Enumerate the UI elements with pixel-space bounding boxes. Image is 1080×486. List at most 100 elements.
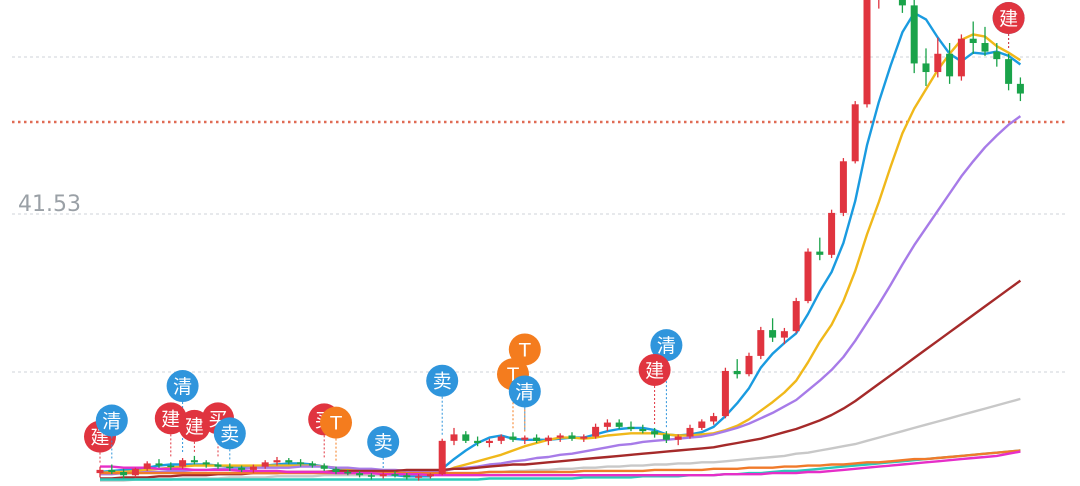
candle-59 [792, 297, 800, 334]
candle-25 [391, 470, 399, 478]
candle-52 [710, 412, 718, 425]
candle-body-60 [804, 251, 812, 302]
signal-label-6: 卖 [220, 423, 239, 445]
candle-65 [863, 0, 871, 108]
candle-body-2 [120, 472, 128, 476]
candle-body-32 [474, 440, 482, 443]
candle-body-63 [839, 161, 847, 213]
candle-4 [143, 461, 151, 471]
candle-33 [485, 438, 493, 448]
candle-29 [438, 438, 446, 476]
candle-body-27 [415, 476, 423, 478]
candle-21 [344, 469, 352, 476]
candle-15 [273, 456, 281, 466]
trade-signals: 建清清建建买卖买T卖卖TT清清建清建 [84, 2, 1025, 469]
candle-body-16 [285, 460, 293, 463]
candle-body-59 [792, 301, 800, 332]
moving-average-lines [99, 11, 1022, 482]
candle-body-29 [438, 440, 446, 475]
candle-body-26 [403, 475, 411, 478]
candle-37 [533, 434, 541, 443]
candle-body-70 [922, 63, 930, 73]
signal-marker-9: 卖 [367, 426, 400, 469]
candle-body-46 [639, 429, 647, 432]
candle-body-21 [344, 472, 352, 474]
candle-36 [521, 435, 529, 445]
candle-51 [698, 419, 706, 431]
candle-body-74 [969, 38, 977, 44]
candle-body-71 [934, 53, 942, 73]
candle-12 [238, 465, 246, 473]
candle-10 [214, 462, 222, 469]
candle-61 [816, 237, 824, 261]
candle-body-48 [662, 434, 670, 440]
candle-27 [415, 474, 423, 481]
candle-body-1 [108, 469, 116, 473]
candle-14 [261, 460, 269, 469]
candle-body-73 [957, 38, 965, 77]
candle-56 [757, 326, 765, 360]
candle-body-18 [308, 463, 316, 466]
candle-0 [96, 466, 104, 478]
candle-body-19 [320, 465, 328, 469]
candle-body-10 [214, 464, 222, 467]
candle-70 [922, 48, 930, 87]
candle-body-52 [710, 416, 718, 422]
candle-38 [544, 435, 552, 446]
candle-6 [167, 462, 175, 470]
candle-body-25 [391, 474, 399, 476]
candle-body-65 [863, 0, 871, 105]
candle-62 [828, 209, 836, 259]
candle-body-51 [698, 421, 706, 428]
candle-body-34 [497, 436, 505, 441]
ma-line-6 [100, 449, 1021, 475]
ma-line-3 [100, 279, 1022, 480]
candle-69 [910, 0, 918, 74]
signal-label-13: 清 [515, 381, 534, 403]
candle-49 [674, 434, 682, 446]
candle-body-28 [426, 474, 434, 477]
candle-body-17 [297, 462, 305, 464]
candle-body-54 [733, 370, 741, 375]
ma-line-0 [99, 11, 1022, 478]
candle-body-72 [946, 53, 954, 77]
candle-body-35 [509, 436, 517, 440]
signal-badge-17 [992, 2, 1025, 34]
candle-5 [155, 459, 163, 468]
ma-line-4 [100, 397, 1021, 482]
candle-body-49 [674, 436, 682, 440]
signal-marker-17: 建 [992, 2, 1025, 50]
signal-badge-8 [320, 406, 352, 439]
signal-badge-6 [213, 417, 246, 450]
signal-label-14: 清 [657, 335, 676, 357]
candle-body-78 [1016, 83, 1024, 94]
candle-17 [297, 459, 305, 467]
candle-76 [993, 43, 1001, 67]
candle-16 [285, 458, 293, 465]
candle-11 [226, 463, 234, 471]
signal-marker-14: 清 [650, 329, 683, 428]
candle-body-44 [615, 422, 623, 427]
signal-badge-13 [508, 375, 541, 408]
signal-marker-2: 清 [166, 370, 199, 455]
candle-body-6 [167, 465, 175, 468]
candle-73 [957, 34, 965, 81]
candle-47 [651, 427, 659, 438]
candles [96, 0, 1024, 481]
candle-26 [403, 473, 411, 480]
candle-body-37 [533, 437, 541, 441]
candle-54 [733, 359, 741, 379]
candle-body-20 [332, 468, 340, 473]
candle-body-4 [143, 463, 151, 469]
candle-8 [190, 455, 198, 465]
candle-body-62 [828, 212, 836, 255]
candle-71 [934, 37, 942, 78]
candle-58 [780, 327, 788, 345]
candle-body-24 [379, 474, 387, 477]
candle-66 [878, 0, 880, 9]
signal-label-8: T [329, 413, 342, 435]
candle-41 [580, 434, 588, 442]
candle-body-76 [993, 51, 1001, 60]
candle-78 [1016, 77, 1024, 102]
